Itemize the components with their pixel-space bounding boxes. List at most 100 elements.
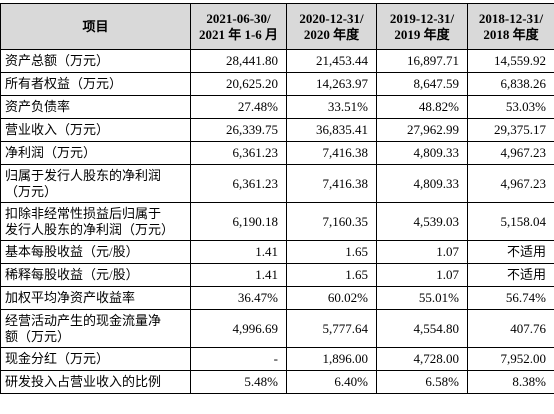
row-label: 营业收入（万元）	[0, 118, 191, 142]
row-label: 净利润（万元）	[0, 141, 191, 165]
value-cell: 4,967.23	[467, 141, 554, 165]
cell-text: 研发投入占营业收入的比例	[5, 374, 162, 389]
value-cell: 7,416.38	[286, 141, 377, 165]
value-cell: 53.03%	[467, 95, 554, 119]
cell-text: 2018-12-31/	[478, 10, 544, 26]
row-label: 加权平均净资产收益率	[0, 286, 191, 310]
table-row: 研发投入占营业收入的比例 5.48% 6.40% 6.58% 8.38%	[0, 370, 554, 394]
value-cell: 5,158.04	[467, 202, 554, 241]
value-cell: 21,453.44	[286, 49, 377, 73]
value-cell: 6,190.18	[190, 202, 287, 241]
cell-text: 2018 年度	[483, 26, 539, 42]
value-cell: 20,625.20	[190, 72, 287, 96]
cell-text: 现金分红（万元）	[5, 351, 110, 366]
value-cell: 407.76	[467, 309, 554, 348]
header-cell: 2018-12-31/2018 年度	[467, 3, 554, 50]
table-row: 资产总额（万元） 28,441.80 21,453.44 16,897.71 14,55…	[0, 49, 554, 73]
value-cell: 5,777.64	[286, 309, 377, 348]
table-row: 净利润（万元） 6,361.23 7,416.38 4,809.33 4,967.23	[0, 141, 554, 165]
value-cell: 56.74%	[467, 286, 554, 310]
value-cell: 4,728.00	[376, 347, 468, 371]
value-cell: 14,263.97	[286, 72, 377, 96]
row-label: 稀释每股收益（元/股）	[0, 263, 191, 287]
value-cell: 33.51%	[286, 95, 377, 119]
value-cell: 27.48%	[190, 95, 287, 119]
value-cell: 7,160.35	[286, 202, 377, 241]
table-row: 现金分红（万元） -1,896.00 4,728.00 7,952.00	[0, 347, 554, 371]
row-label: 基本每股收益（元/股）	[0, 240, 191, 264]
value-cell: 8.38%	[467, 370, 554, 394]
table-row: 归属于发行人股东的净利润 （万元） 6,361.23 7,416.38 4,809.33…	[0, 164, 554, 203]
cell-text: 发行人股东的净利润（万元）	[5, 221, 175, 237]
cell-text: 额（万元）	[5, 328, 71, 344]
value-cell: 7,416.38	[286, 164, 377, 203]
value-cell: 55.01%	[376, 286, 468, 310]
header-cell: 2019-12-31/2019 年度	[376, 3, 468, 50]
value-cell: 1.41	[190, 263, 287, 287]
row-label: 研发投入占营业收入的比例	[0, 370, 191, 394]
cell-text: 2020 年度	[303, 26, 360, 42]
cell-text: 2019 年度	[394, 26, 450, 42]
row-label: 资产总额（万元）	[0, 49, 191, 73]
cell-text: 经营活动产生的现金流量净	[5, 312, 162, 328]
value-cell: -	[190, 347, 287, 371]
row-label: 资产负债率	[0, 95, 191, 119]
table-wrap: 项目 2021-06-30/2021 年 1-6 月 2020-12-31/2020…	[0, 3, 554, 394]
cell-text: 稀释每股收益（元/股）	[5, 267, 139, 282]
cell-text: 加权平均净资产收益率	[5, 290, 136, 305]
table-row: 经营活动产生的现金流量净 额（万元） 4,996.69 5,777.64 4,554.8…	[0, 309, 554, 348]
value-cell: 36.47%	[190, 286, 287, 310]
row-label: 所有者权益（万元）	[0, 72, 191, 96]
value-cell: 4,809.33	[376, 141, 468, 165]
value-cell: 29,375.17	[467, 118, 554, 142]
cell-text: 基本每股收益（元/股）	[5, 244, 139, 259]
value-cell: 27,962.99	[376, 118, 468, 142]
cell-text: 2020-12-31/	[299, 10, 364, 26]
value-cell: 28,441.80	[190, 49, 287, 73]
value-cell: 6,361.23	[190, 141, 287, 165]
value-cell: 4,539.03	[376, 202, 468, 241]
value-cell: 1,896.00	[286, 347, 377, 371]
table-row: 加权平均净资产收益率 36.47% 60.02% 55.01% 56.74%	[0, 286, 554, 310]
table-row: 资产负债率 27.48% 33.51% 48.82% 53.03%	[0, 95, 554, 119]
table-body: 资产总额（万元） 28,441.80 21,453.44 16,897.71 14,55…	[0, 49, 554, 394]
value-cell: 4,967.23	[467, 164, 554, 203]
value-cell: 4,996.69	[190, 309, 287, 348]
cell-text: 归属于发行人股东的净利润	[5, 167, 162, 183]
financial-table: 项目 2021-06-30/2021 年 1-6 月 2020-12-31/2020…	[0, 3, 554, 394]
header-cell: 2021-06-30/2021 年 1-6 月	[190, 3, 287, 50]
cell-text: 资产负债率	[5, 99, 71, 114]
value-cell: 1.65	[286, 240, 377, 264]
cell-text: 2019-12-31/	[389, 10, 455, 26]
cell-text: 2021-06-30/	[206, 10, 271, 26]
value-cell: 6,838.26	[467, 72, 554, 96]
cell-text: 项目	[82, 18, 109, 34]
value-cell: 1.65	[286, 263, 377, 287]
value-cell: 4,809.33	[376, 164, 468, 203]
table-row: 扣除非经常性损益后归属于 发行人股东的净利润（万元） 6,190.18 7,160.3…	[0, 202, 554, 241]
table-row: 所有者权益（万元） 20,625.20 14,263.97 8,647.59 6,838…	[0, 72, 554, 96]
value-cell: 7,952.00	[467, 347, 554, 371]
cell-text: 所有者权益（万元）	[5, 76, 123, 91]
value-cell: 36,835.41	[286, 118, 377, 142]
value-cell: 不适用	[467, 240, 554, 264]
value-cell: 不适用	[467, 263, 554, 287]
row-label: 经营活动产生的现金流量净 额（万元）	[0, 309, 191, 348]
row-label: 现金分红（万元）	[0, 347, 191, 371]
table-row: 营业收入（万元） 26,339.75 36,835.41 27,962.99 29,37…	[0, 118, 554, 142]
cell-text: 净利润（万元）	[5, 145, 97, 160]
cell-text: 2021 年 1-6 月	[198, 26, 279, 42]
table-row: 基本每股收益（元/股） 1.41 1.65 1.07 不适用	[0, 240, 554, 264]
cell-text: 扣除非经常性损益后归属于	[5, 205, 162, 221]
value-cell: 1.07	[376, 263, 468, 287]
value-cell: 6.40%	[286, 370, 377, 394]
header-cell: 项目	[0, 3, 191, 50]
value-cell: 5.48%	[190, 370, 287, 394]
value-cell: 26,339.75	[190, 118, 287, 142]
cell-text: （万元）	[5, 183, 58, 199]
value-cell: 48.82%	[376, 95, 468, 119]
value-cell: 14,559.92	[467, 49, 554, 73]
value-cell: 6,361.23	[190, 164, 287, 203]
value-cell: 4,554.80	[376, 309, 468, 348]
